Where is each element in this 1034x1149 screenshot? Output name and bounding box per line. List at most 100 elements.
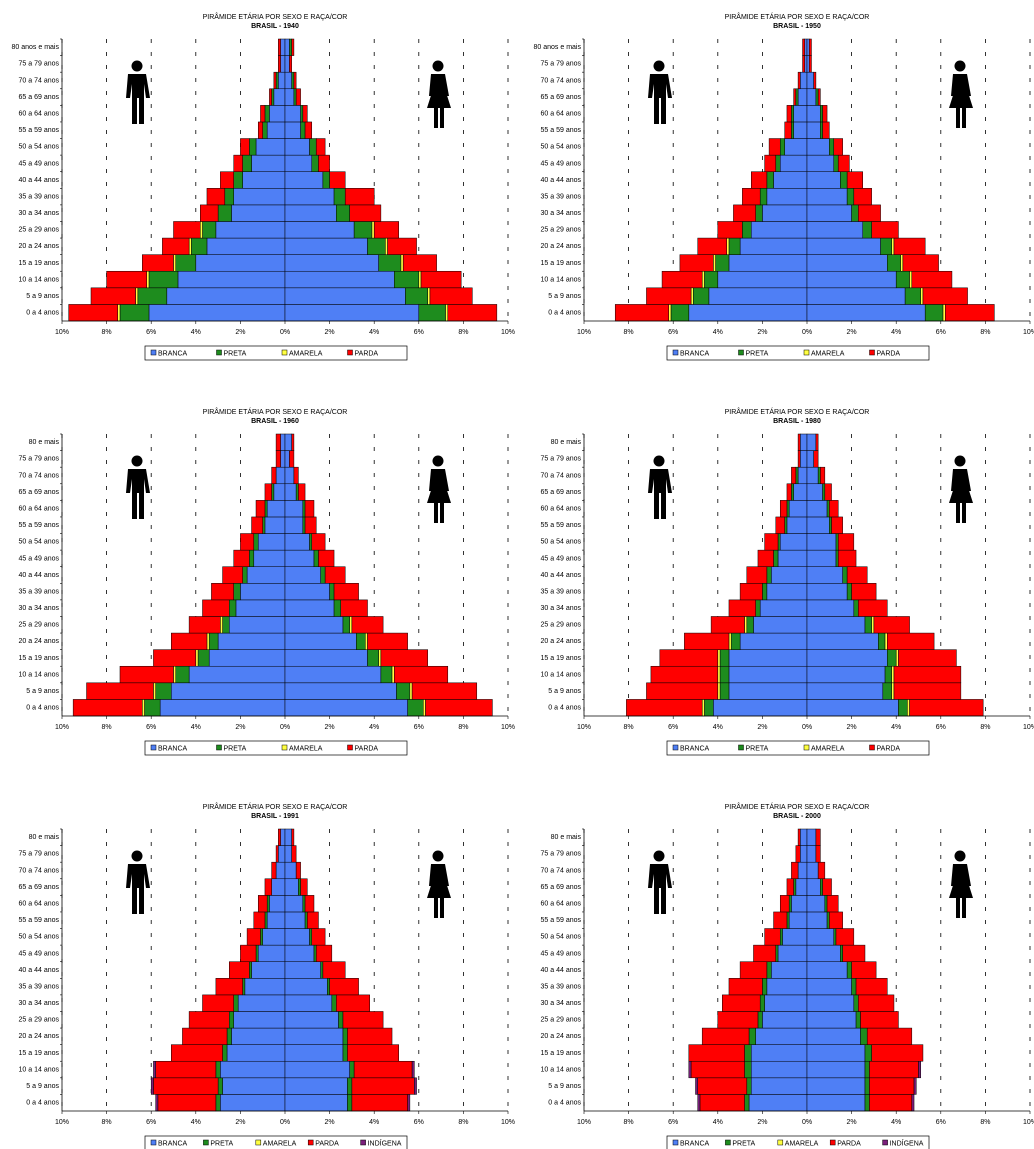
bar-female [871,1044,924,1062]
x-tick-label: 2% [847,1119,857,1126]
y-tick-label: 70 a 74 anos [541,867,582,874]
bar-male [646,682,719,700]
bar-male [72,699,143,717]
y-tick-label: 55 a 59 anos [19,522,60,529]
legend-swatch [803,349,810,356]
bar-male [229,1011,234,1029]
y-tick-label: 80 e mais [29,439,60,446]
bar-female [284,961,321,979]
bar-male [240,138,250,156]
bar-male [726,237,730,255]
bar-male [746,566,768,584]
bar-male [786,516,808,534]
bar-male [222,1044,228,1062]
bar-female [284,1060,350,1079]
bar-female [853,599,859,617]
legend-label: BRANCA [158,1140,188,1147]
bar-female [855,1011,861,1029]
bar-male [233,188,286,206]
bar-female [284,649,368,667]
bar-female [893,682,962,700]
bar-female [391,665,395,684]
bar-female [365,632,368,650]
bar-female [445,304,449,322]
bar-male [195,649,199,667]
legend-label: PRETA [732,1140,755,1147]
bar-female [320,961,324,979]
bar-female [813,71,817,90]
bar-female [284,994,333,1012]
y-tick-label: 45 a 49 anos [541,950,582,957]
bar-male [753,616,808,634]
bar-male [728,665,808,684]
bar-male [188,665,286,684]
bar-female [284,121,301,139]
bar-female [806,254,888,272]
bar-female [887,254,901,272]
y-tick-label: 15 a 19 anos [541,1050,582,1057]
legend: BRANCA PRETA AMARELA PARDA INDÍGENA [666,1135,930,1149]
y-tick-label: 80 e mais [551,439,582,446]
bar-female [284,583,330,601]
female-icon [949,850,973,918]
bar-female [806,861,819,880]
y-tick-label: 40 a 44 anos [541,967,582,974]
bar-male [759,188,768,206]
bar-female [864,1060,870,1079]
y-tick-label: 30 a 34 anos [19,605,60,612]
bar-male [240,944,257,962]
bar-female [371,221,375,239]
bar-male [733,204,756,222]
bar-male [746,1077,752,1095]
bar-female [806,304,926,322]
bar-male [766,566,772,584]
bar-female [820,121,823,139]
bar-female [284,665,382,684]
x-tick-label: 10% [501,1119,515,1126]
bar-female [806,188,848,206]
bar-female [336,994,370,1012]
bar-male [786,105,792,123]
y-tick-label: 75 a 79 anos [19,61,60,68]
bar-male [249,961,252,979]
bar-female [806,616,866,634]
bar-female [806,433,817,451]
bar-male [269,895,286,913]
bar-female [866,1027,913,1045]
bar-female [869,1077,915,1095]
bar-male [800,450,808,468]
bar-male [730,632,741,650]
bar-male [266,500,286,518]
bar-male [768,138,781,156]
bar-female [891,682,895,700]
bar-male [119,304,150,322]
bar-female [806,237,881,255]
bar-male [275,71,279,90]
bar-male [728,599,756,617]
bar-male [728,682,808,700]
bar-female [862,221,872,239]
bar-male [697,1077,748,1095]
bar-male [719,649,730,667]
legend-swatch [869,349,875,356]
bar-male [800,433,808,451]
chart-subtitle: BRASIL - 1950 [773,23,821,30]
bar-female [411,682,478,700]
bar-male [791,105,794,123]
bar-male [273,88,286,106]
bar-male [788,500,808,518]
bar-male [191,237,208,255]
bar-female [824,895,828,913]
bar-female [806,483,823,501]
bar-female [423,699,426,717]
bar-male [748,1027,756,1045]
bar-female [284,71,292,90]
bar-female [284,861,297,880]
legend-label: PRETA [224,745,247,752]
y-tick-label: 60 a 64 anos [19,900,60,907]
icon-body [648,864,672,914]
bar-male [793,121,808,139]
bar-female [918,1060,921,1079]
bar-male [155,1094,159,1112]
y-tick-label: 75 a 79 anos [541,61,582,68]
